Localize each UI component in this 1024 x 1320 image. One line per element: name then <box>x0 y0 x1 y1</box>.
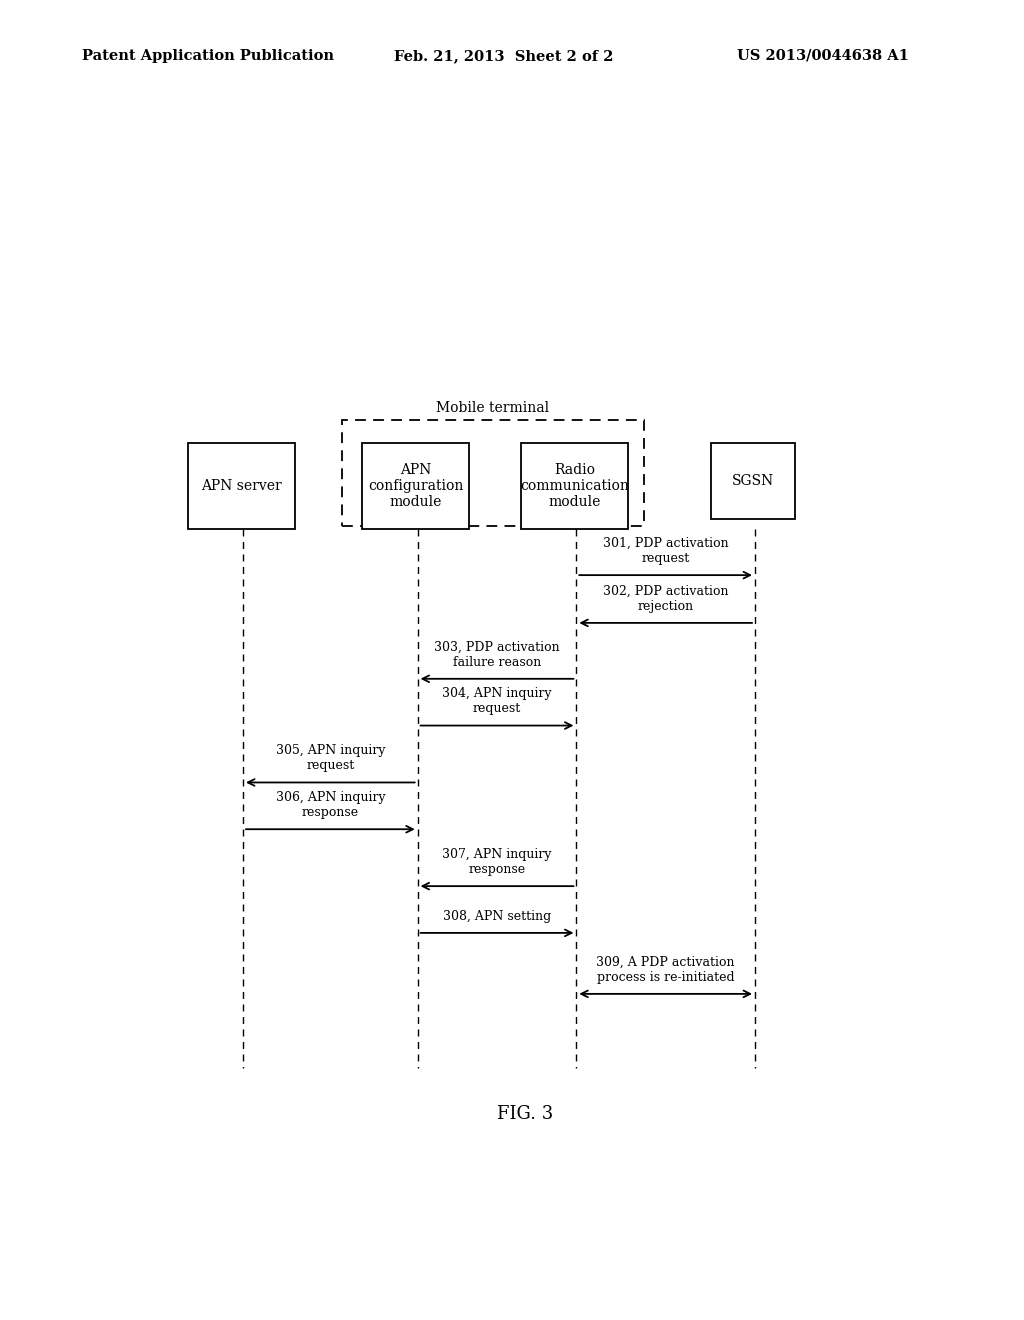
Bar <box>521 444 628 529</box>
Bar <box>362 444 469 529</box>
Text: 304, APN inquiry
request: 304, APN inquiry request <box>442 688 552 715</box>
Text: US 2013/0044638 A1: US 2013/0044638 A1 <box>737 49 909 63</box>
Bar <box>187 444 295 529</box>
Text: 303, PDP activation
failure reason: 303, PDP activation failure reason <box>434 640 560 669</box>
Bar <box>712 444 795 519</box>
Text: APN server: APN server <box>201 479 282 494</box>
Text: 309, A PDP activation
process is re-initiated: 309, A PDP activation process is re-init… <box>596 956 735 983</box>
Text: Mobile terminal: Mobile terminal <box>436 400 550 414</box>
Text: 307, APN inquiry
response: 307, APN inquiry response <box>442 847 552 876</box>
Text: Patent Application Publication: Patent Application Publication <box>82 49 334 63</box>
Text: SGSN: SGSN <box>732 474 774 488</box>
Text: 301, PDP activation
request: 301, PDP activation request <box>603 537 728 565</box>
Text: 306, APN inquiry
response: 306, APN inquiry response <box>275 791 385 818</box>
Text: FIG. 3: FIG. 3 <box>497 1105 553 1123</box>
Bar <box>342 420 644 527</box>
Text: 305, APN inquiry
request: 305, APN inquiry request <box>275 744 385 772</box>
Text: APN
configuration
module: APN configuration module <box>368 463 464 510</box>
Text: Feb. 21, 2013  Sheet 2 of 2: Feb. 21, 2013 Sheet 2 of 2 <box>394 49 613 63</box>
Text: 308, APN setting: 308, APN setting <box>443 909 551 923</box>
Text: 302, PDP activation
rejection: 302, PDP activation rejection <box>603 585 728 612</box>
Text: Radio
communication
module: Radio communication module <box>520 463 629 510</box>
